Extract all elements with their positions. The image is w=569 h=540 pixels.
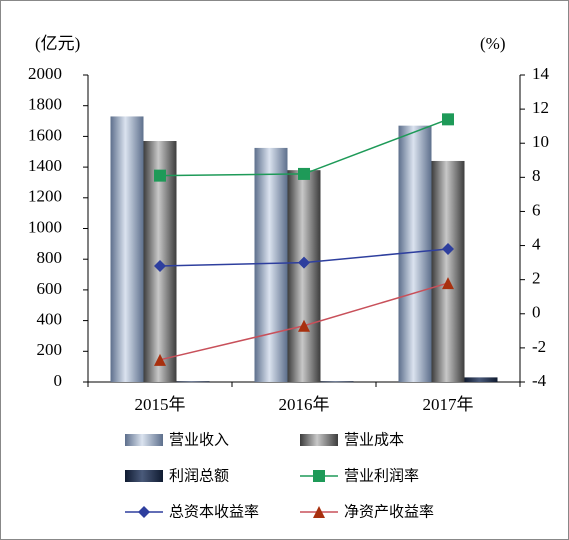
bar [320, 381, 354, 383]
y-tick-label: 1400 [28, 156, 62, 175]
y2-tick-label: 0 [532, 303, 541, 322]
y-tick-label: 1600 [28, 125, 62, 144]
y-tick-label: 1800 [28, 95, 62, 114]
legend-swatch [125, 470, 163, 482]
line-marker [298, 167, 310, 180]
line-marker [154, 260, 166, 273]
legend-swatch [125, 434, 163, 446]
line-marker [313, 470, 325, 482]
bar [287, 170, 321, 382]
bar [464, 377, 498, 382]
y-tick-label: 400 [37, 310, 63, 329]
line-marker [154, 169, 166, 182]
y-tick-label: 600 [37, 279, 63, 298]
line-marker [313, 506, 325, 518]
legend-label: 营业收入 [169, 431, 229, 449]
line-marker [138, 506, 150, 518]
y2-tick-label: 10 [532, 132, 549, 151]
x-tick-label: 2015年 [135, 395, 186, 414]
y2-tick-label: 2 [532, 269, 541, 288]
legend-label: 营业成本 [344, 431, 404, 449]
y2-tick-label: 6 [532, 200, 541, 219]
line-marker [298, 256, 310, 269]
y2-axis-label: (%) [480, 34, 505, 53]
legend-label: 净资产收益率 [344, 503, 434, 521]
x-tick-label: 2016年 [279, 395, 330, 414]
y2-tick-label: -4 [532, 371, 547, 390]
line-marker [154, 353, 166, 366]
legend-swatch [300, 434, 338, 446]
y2-tick-label: 14 [532, 64, 550, 83]
bar [431, 160, 465, 382]
bar [110, 116, 144, 382]
y2-tick-label: 4 [532, 234, 541, 253]
y-tick-label: 1000 [28, 217, 62, 236]
line-marker [298, 319, 310, 332]
bar [254, 147, 288, 382]
y-tick-label: 200 [37, 340, 63, 359]
bar [176, 381, 210, 383]
y-tick-label: 2000 [28, 64, 62, 83]
legend-label: 利润总额 [169, 467, 229, 485]
legend-label: 总资本收益率 [169, 503, 259, 521]
y-tick-label: 0 [54, 371, 63, 390]
legend-label: 营业利润率 [344, 467, 419, 485]
y-tick-label: 1200 [28, 187, 62, 206]
x-tick-label: 2017年 [423, 395, 474, 414]
y2-tick-label: -2 [532, 337, 546, 356]
y2-tick-label: 8 [532, 166, 541, 185]
y-axis-label: (亿元) [35, 34, 80, 53]
line-marker [442, 277, 454, 290]
line-marker [442, 113, 454, 126]
y-tick-label: 800 [37, 248, 63, 267]
line-marker [442, 242, 454, 255]
y2-tick-label: 12 [532, 98, 549, 117]
